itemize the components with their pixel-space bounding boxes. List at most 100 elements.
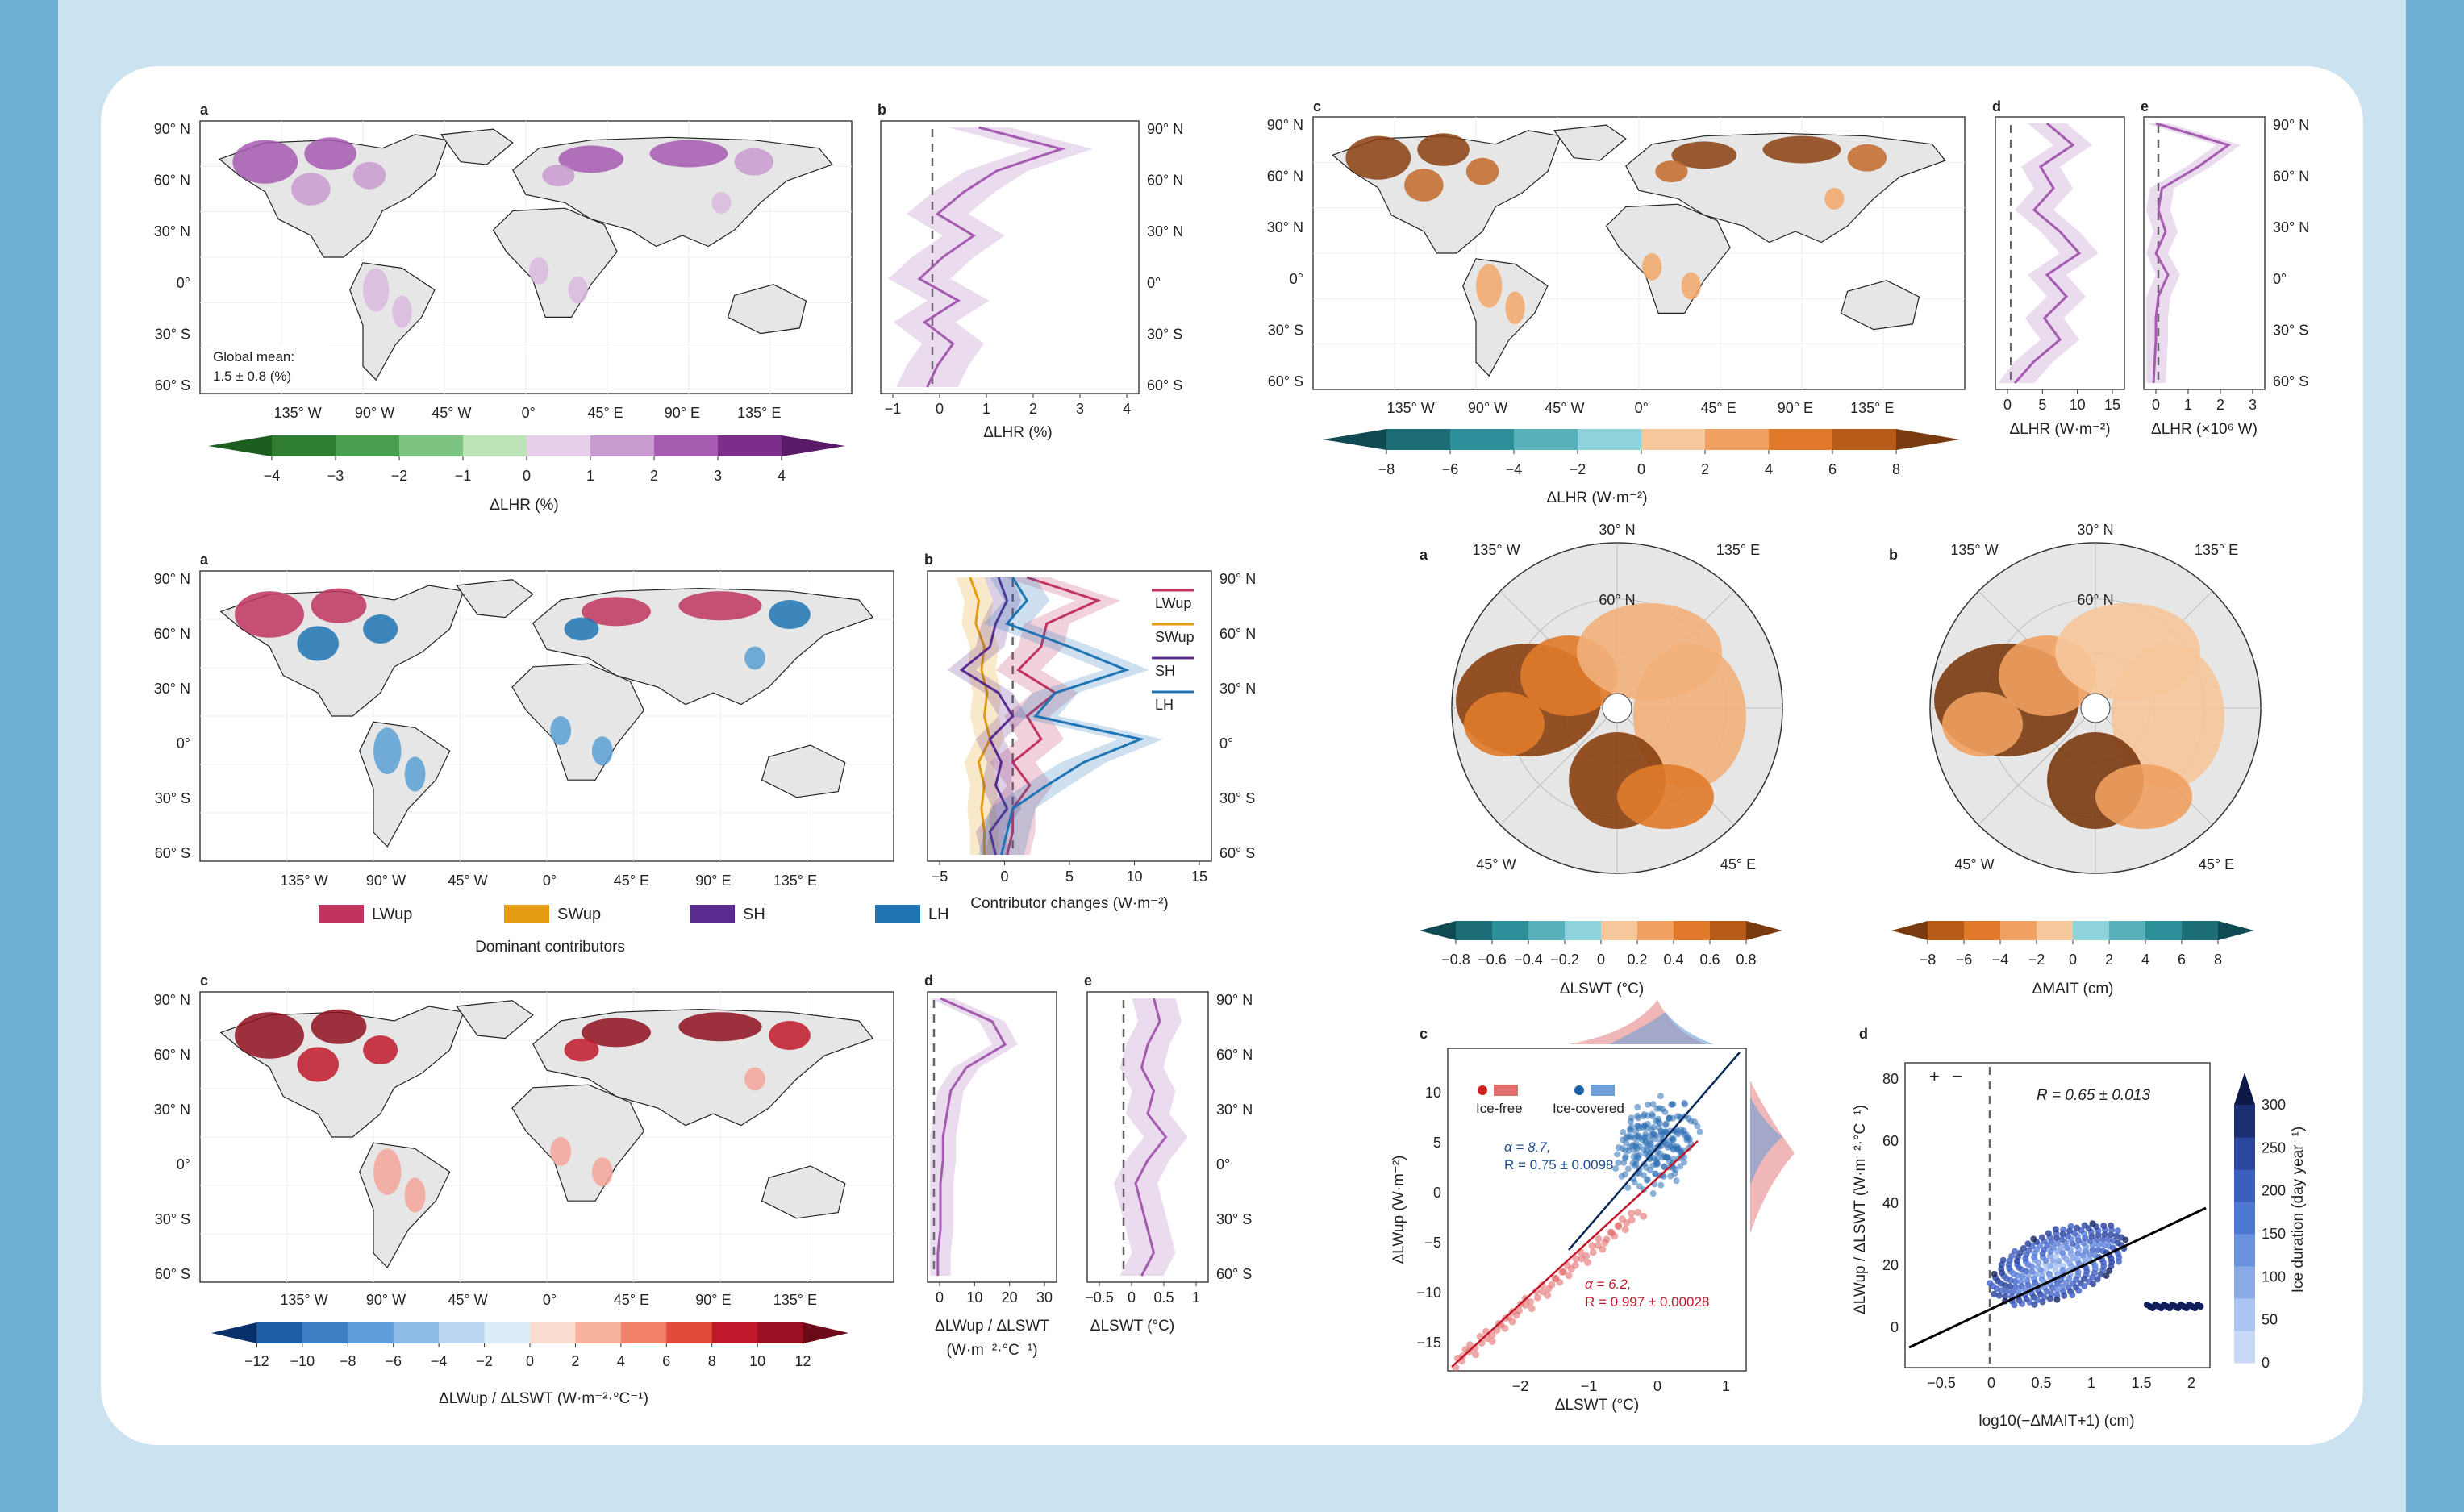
x-tick-label: 0.5 (2031, 1375, 2051, 1391)
lat-tick-label: 30° N (154, 1102, 190, 1118)
map-data-blotch (1655, 160, 1688, 183)
marginal-x-blue (1609, 1012, 1714, 1044)
australia (761, 1165, 846, 1219)
lon-tick-label: 45° E (587, 405, 623, 421)
map-data-blotch (232, 140, 298, 184)
colorbar-segment (2234, 1202, 2255, 1235)
map-data-blotch (1417, 133, 1470, 166)
x-tick-label: 5 (2038, 397, 2046, 413)
ice-covered-point (1649, 1101, 1657, 1108)
profile-line (2152, 122, 2232, 384)
colorbar-tick-label: −4 (264, 468, 281, 484)
scatter-point (2081, 1222, 2088, 1229)
scatter-point (2028, 1268, 2036, 1275)
colorbar-arrow-left (1891, 921, 1928, 940)
ice-free-point (1595, 1235, 1603, 1243)
colorbar-segment (2073, 921, 2110, 940)
lon-tick-label: 45° W (432, 405, 471, 421)
ice-covered-point (1620, 1159, 1628, 1166)
colorbar-tick-label: −1 (455, 468, 472, 484)
y-tick-label: 10 (1425, 1085, 1441, 1101)
lat-tick-label: 90° N (2273, 117, 2309, 133)
colorbar-tick-label: 8 (1892, 461, 1900, 477)
map-data-blotch (678, 591, 762, 621)
ice-covered-point (1670, 1144, 1677, 1152)
colorbar-arrow-top (2234, 1073, 2255, 1105)
scatter-point (2115, 1258, 2122, 1265)
lat-tick-label: 60° S (1268, 373, 1303, 389)
scatter-point (2070, 1230, 2078, 1237)
colorbar-tick-label: −2 (1570, 461, 1586, 477)
colorbar-segment (666, 1322, 713, 1343)
scatter-point (2089, 1247, 2096, 1254)
map-data-blotch (568, 276, 588, 304)
y-tick-label: 0 (1433, 1185, 1441, 1201)
map-data-blotch (744, 646, 765, 670)
panel-label: e (1084, 973, 1092, 989)
polar-label: 45° E (1720, 856, 1756, 873)
panel-label: a (200, 102, 209, 118)
lat-tick-label: 60° S (1216, 1266, 1252, 1282)
x-tick-label: 1 (1722, 1378, 1730, 1394)
panel2-map-c: c 90° N 60° N 30° N 0° 30° S 60° S 135° W 90° … (1267, 98, 1966, 416)
note-box (208, 345, 329, 387)
scatter-point (2099, 1235, 2107, 1243)
colorbar-segment (1514, 429, 1578, 450)
map-data-blotch (564, 1038, 599, 1062)
colorbar-tick-label: 6 (662, 1353, 670, 1369)
scatter-point (2061, 1292, 2068, 1299)
lat-tick-label: 60° N (1216, 1047, 1253, 1063)
lon-tick-label: 135° E (773, 1292, 817, 1308)
australia (727, 284, 807, 335)
lat-tick-label: 60° N (1147, 173, 1183, 189)
ice-free-point (1611, 1232, 1619, 1240)
scatter-point (2055, 1257, 2062, 1264)
scatter-point (2030, 1235, 2037, 1243)
x-tick-label: −0.5 (1927, 1375, 1956, 1391)
colorbar-tick-label: 200 (2262, 1183, 2286, 1199)
colorbar-title: ΔLHR (W·m⁻²) (1546, 489, 1647, 506)
map-data-blotch (404, 1177, 426, 1213)
colorbar-tick-label: 4 (617, 1353, 625, 1369)
colorbar-segment (530, 1322, 576, 1343)
colorbar-tick-label: −4 (431, 1353, 448, 1369)
colorbar-tick-label: 2 (650, 468, 658, 484)
scatter-point (2054, 1248, 2062, 1255)
map-data-blotch (582, 597, 651, 627)
ice-free-point (1589, 1248, 1597, 1256)
scatter-point (2048, 1290, 2055, 1297)
lat-tick-label: 30° S (155, 1211, 190, 1227)
x-tick-label: 10 (1126, 868, 1142, 885)
colorbar-title: ΔMAIT (cm) (2032, 981, 2114, 998)
lon-tick-label: 135° W (274, 405, 322, 421)
map-data-blotch (744, 1067, 765, 1091)
colorbar-arrow-right (782, 435, 845, 456)
map-data-blotch (363, 1035, 398, 1064)
lon-tick-label: 90° W (366, 1292, 406, 1308)
scatter-point (2012, 1283, 2020, 1290)
legend-swatch-free (1494, 1085, 1518, 1096)
ice-covered-point (1683, 1135, 1691, 1142)
ice-covered-point (1614, 1151, 1621, 1158)
polar-grid-ray (1499, 707, 1618, 826)
ice-covered-point (1649, 1190, 1657, 1198)
map-data-blotch (1762, 135, 1841, 164)
colorbar-tick-label: 250 (2262, 1139, 2286, 1156)
ice-free-point (1472, 1351, 1480, 1359)
ice-covered-point (1641, 1146, 1648, 1153)
ice-covered-point (1652, 1170, 1659, 1177)
red-alpha: α = 6.2, (1585, 1277, 1631, 1292)
colorbar-tick-label: 8 (2214, 952, 2222, 968)
lon-tick-label: 135° W (280, 873, 327, 889)
x-tick-label: 0.5 (1153, 1289, 1174, 1306)
ice-covered-point (1627, 1127, 1634, 1135)
x-tick-label: 15 (2104, 397, 2120, 413)
colorbar-segment (1386, 429, 1451, 450)
legend-label: LWup (1155, 595, 1191, 611)
colorbar-arrow-left (208, 435, 272, 456)
y-tick-label: −10 (1416, 1285, 1441, 1301)
ice-covered-point (1615, 1144, 1622, 1152)
polar-data-blotch (2112, 644, 2224, 789)
ice-covered-point (1629, 1160, 1636, 1167)
